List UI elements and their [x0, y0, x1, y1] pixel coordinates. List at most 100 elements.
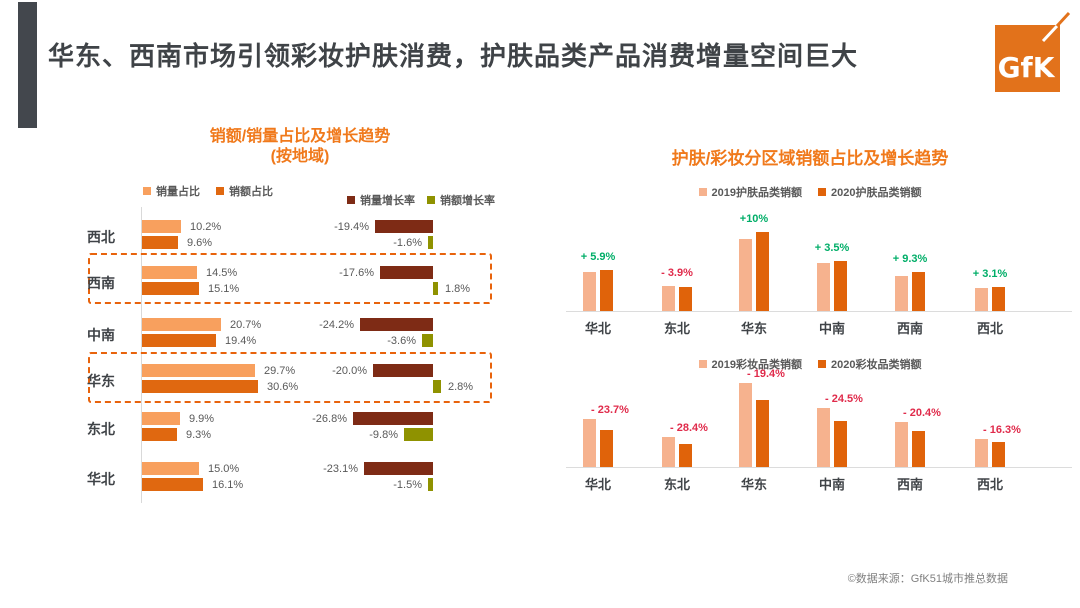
- value-label: 9.3%: [186, 429, 212, 441]
- bar-value-share: [142, 478, 203, 491]
- makeup-category-label-2: 华东: [740, 477, 767, 492]
- makeup-category-label-5: 西北: [976, 477, 1003, 492]
- growth-label: -3.6%: [387, 335, 416, 347]
- makeup-bar-2019: [817, 408, 830, 467]
- skincare-growth-label: + 5.9%: [580, 251, 616, 263]
- value-share-legend-label: 销额占比: [229, 186, 273, 198]
- value-label: 9.9%: [189, 413, 215, 425]
- bar-volume-growth: [375, 220, 433, 233]
- makeup-category-label-3: 中南: [818, 477, 845, 492]
- skincare-bar-2019: [739, 239, 752, 311]
- makeup-growth-label: - 19.4%: [747, 368, 785, 380]
- makeup-bar-2020: [679, 444, 692, 467]
- skincare-2019-legend-swatch: [698, 188, 707, 196]
- makeup-category-label-1: 东北: [663, 477, 690, 492]
- gfk-logo-slash-inner: [1041, 24, 1059, 43]
- growth-label: -1.5%: [393, 479, 422, 491]
- makeup-bar-2020: [992, 442, 1005, 467]
- value-label: 10.2%: [190, 221, 222, 233]
- value-growth-legend-label: 销额增长率: [440, 195, 495, 207]
- skincare-category-label-4: 西南: [896, 321, 923, 336]
- makeup-2020-legend-swatch: [818, 360, 826, 368]
- makeup-bar-2020: [912, 431, 925, 467]
- bar-volume-growth: [380, 266, 433, 279]
- makeup-legend: 2019彩妆品类销额 2020彩妆品类销额: [590, 356, 1030, 372]
- left-chart-title: 销额/销量占比及增长趋势: [209, 128, 391, 145]
- value-label: 19.4%: [225, 335, 257, 347]
- makeup-2020-legend-label: 2020彩妆品类销额: [831, 359, 922, 371]
- makeup-2019-legend-swatch: [698, 360, 707, 368]
- bar-value-growth: [404, 428, 433, 441]
- volume-growth-legend-swatch: [347, 196, 355, 204]
- makeup-growth-label: - 16.3%: [983, 424, 1021, 436]
- source-note: ©数据来源：GfK51城市推总数据: [847, 573, 1008, 585]
- bar-value-growth: [433, 380, 441, 393]
- gfk-logo: GfK: [995, 11, 1071, 92]
- skincare-bar-2020: [992, 287, 1005, 311]
- bar-value-share: [142, 282, 199, 295]
- gfk-logo-text: GfK: [998, 51, 1056, 84]
- left-chart-category-label-1: 西南: [87, 275, 115, 291]
- volume-growth-legend-label: 销量增长率: [360, 195, 415, 207]
- growth-label: 2.8%: [448, 381, 474, 393]
- makeup-category-label-0: 华北: [584, 477, 611, 492]
- bar-volume-growth: [364, 462, 433, 475]
- volume-share-legend-label: 销量占比: [156, 186, 200, 198]
- highlight-box-southwest: [88, 253, 492, 304]
- bar-volume-share: [142, 462, 199, 475]
- makeup-growth-label: - 23.7%: [591, 404, 629, 416]
- bar-volume-share: [142, 318, 221, 331]
- skincare-bar-2019: [662, 286, 675, 311]
- skincare-bar-2020: [679, 287, 692, 311]
- bar-volume-growth: [360, 318, 433, 331]
- skincare-2020-legend-label: 2020护肤品类销额: [831, 187, 922, 199]
- growth-label: -23.1%: [323, 463, 358, 475]
- makeup-chart-axis: [566, 467, 1072, 468]
- skincare-bar-2020: [600, 270, 613, 311]
- skincare-bar-2019: [975, 288, 988, 311]
- growth-label: -17.6%: [339, 267, 374, 279]
- skincare-growth-label: +10%: [739, 213, 769, 225]
- value-label: 15.1%: [208, 283, 240, 295]
- slide-title: 华东、西南市场引领彩妆护肤消费，护肤品类产品消费增量空间巨大: [48, 41, 859, 71]
- bar-value-share: [142, 236, 178, 249]
- bar-volume-share: [142, 412, 180, 425]
- left-chart-axis: [141, 207, 142, 503]
- growth-label: -26.8%: [312, 413, 347, 425]
- value-label: 9.6%: [187, 237, 213, 249]
- skincare-bar-2019: [895, 276, 908, 311]
- value-label: 30.6%: [267, 381, 299, 393]
- makeup-bar-2019: [662, 437, 675, 467]
- skincare-category-label-2: 华东: [740, 321, 767, 336]
- bar-value-growth: [428, 236, 433, 249]
- growth-label: -19.4%: [334, 221, 369, 233]
- skincare-category-label-5: 西北: [976, 321, 1003, 336]
- volume-share-legend-swatch: [143, 187, 151, 195]
- skincare-growth-label: + 3.5%: [814, 242, 850, 254]
- value-share-legend-swatch: [216, 187, 224, 195]
- left-chart-legend-share: 销量占比 销额占比: [143, 183, 289, 199]
- left-chart-category-label-4: 东北: [87, 421, 115, 437]
- bar-value-growth: [433, 282, 438, 295]
- left-chart-category-label-2: 中南: [87, 327, 115, 343]
- skincare-2019-legend-label: 2019护肤品类销额: [711, 187, 802, 199]
- bar-value-share: [142, 380, 258, 393]
- growth-label: -24.2%: [319, 319, 354, 331]
- skincare-bar-2020: [834, 261, 847, 311]
- skincare-growth-label: - 3.9%: [661, 267, 693, 279]
- skincare-growth-label: + 3.1%: [972, 268, 1008, 280]
- makeup-bar-2019: [739, 383, 752, 467]
- value-label: 16.1%: [212, 479, 244, 491]
- bar-value-growth: [428, 478, 433, 491]
- left-chart-category-label-0: 西北: [87, 229, 115, 245]
- skincare-legend: 2019护肤品类销额 2020护肤品类销额: [590, 184, 1030, 200]
- growth-label: 1.8%: [445, 283, 471, 295]
- skincare-category-label-0: 华北: [584, 321, 611, 336]
- growth-label: -1.6%: [393, 237, 422, 249]
- skincare-bar-2019: [583, 272, 596, 311]
- bar-volume-share: [142, 220, 181, 233]
- skincare-bar-2020: [756, 232, 769, 311]
- left-chart-category-label-3: 华东: [87, 373, 115, 389]
- makeup-growth-label: - 28.4%: [670, 422, 708, 434]
